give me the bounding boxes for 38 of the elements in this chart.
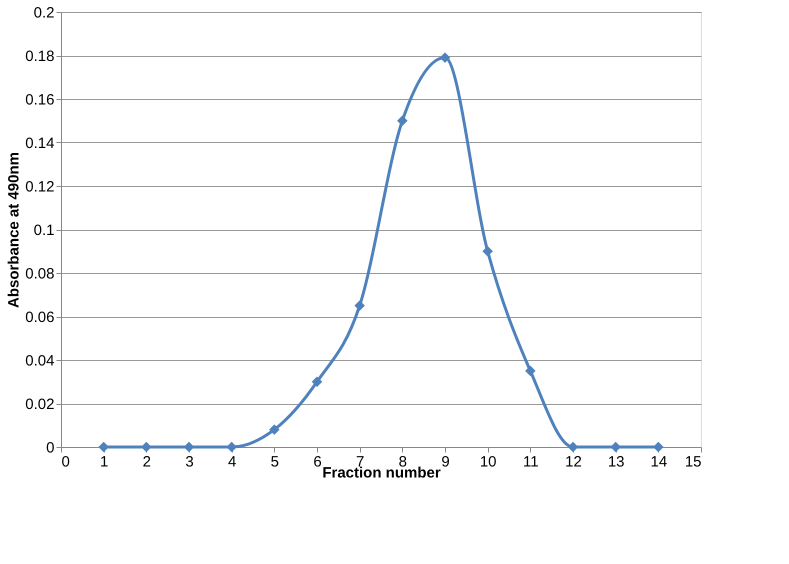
point <box>440 52 450 63</box>
y-tick-label: 0.14 <box>25 135 54 152</box>
y-tick-label: 0.16 <box>25 92 54 108</box>
x-tick-label: 13 <box>608 454 625 470</box>
point <box>568 442 578 452</box>
y-tick-label: 0.18 <box>25 48 54 65</box>
x-tick-label: 6 <box>313 454 322 470</box>
x-tick-label: 2 <box>142 454 152 470</box>
y-tick-label: 0 <box>46 440 54 456</box>
x-tick-label: 10 <box>480 454 497 470</box>
y-tick-label: 0.06 <box>25 309 54 326</box>
x-tick-label: 12 <box>565 454 582 470</box>
x-tick-label: 1 <box>100 454 108 470</box>
point <box>269 424 280 435</box>
point <box>312 376 322 387</box>
y-tick-label: 0.08 <box>25 266 54 282</box>
y-tick-label: 0.12 <box>25 178 54 196</box>
x-tick-label: 14 <box>650 454 668 470</box>
point <box>354 300 365 311</box>
x-tick-label: 4 <box>228 454 236 470</box>
x-tick-label: 8 <box>398 454 408 470</box>
point <box>397 116 408 126</box>
y-axis-title: Absorbance at 490nm <box>5 152 22 308</box>
y-tick-label: 0.1 <box>34 222 54 239</box>
x-tick-label: 0 <box>62 454 70 470</box>
y-tick-label: 0.02 <box>25 396 54 413</box>
point <box>184 442 194 452</box>
y-tick-label: 0.2 <box>34 4 54 22</box>
x-tick-label: 3 <box>185 454 194 470</box>
point <box>98 442 109 452</box>
x-tick-label: 11 <box>523 454 539 470</box>
x-tick-label: 9 <box>441 454 450 470</box>
point <box>482 246 493 256</box>
y-tick-label: 0.04 <box>25 352 54 370</box>
point <box>525 366 536 376</box>
point <box>653 442 664 452</box>
x-tick-label: 15 <box>684 454 702 470</box>
x-tick-label: 5 <box>270 454 280 470</box>
